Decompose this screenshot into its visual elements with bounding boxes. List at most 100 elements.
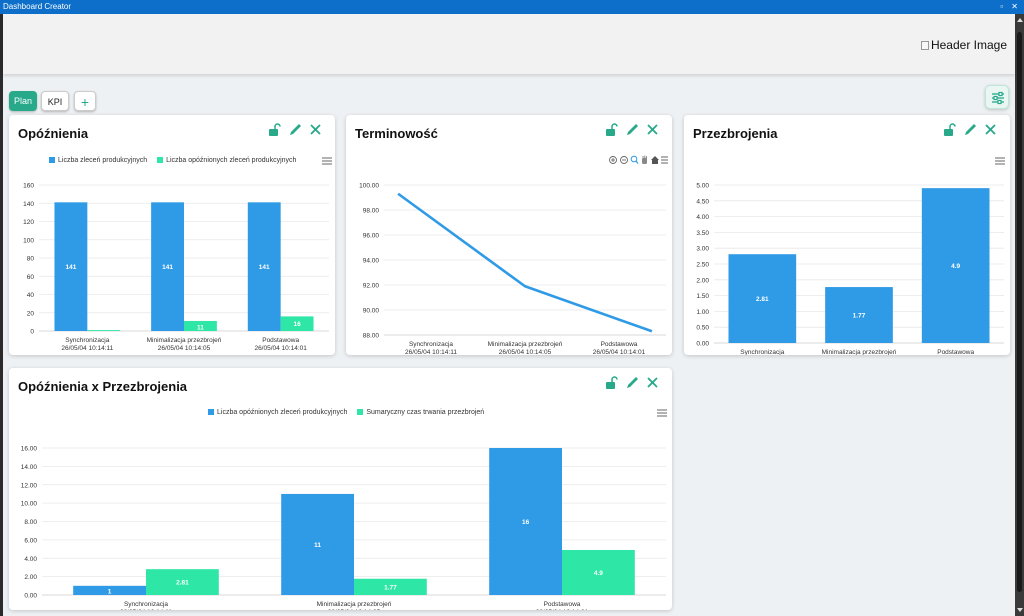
bar: [73, 585, 146, 595]
data-label: 1.77: [384, 584, 397, 591]
y-tick-label: 5.00: [696, 183, 709, 190]
bar: [921, 188, 990, 343]
y-tick-label: 6.00: [24, 537, 37, 544]
card-title: Terminowość: [355, 126, 438, 141]
window-titlebar: Dashboard Creator ▫ ✕: [0, 0, 1024, 14]
broken-image-icon: [920, 41, 929, 50]
legend-item[interactable]: Sumaryczny czas trwania przezbrojeń: [357, 409, 484, 416]
y-tick-label: 16.00: [21, 446, 38, 453]
data-label: 141: [259, 264, 270, 271]
x-tick-label: 26/05/04 10:14:01: [254, 345, 307, 352]
y-tick-label: 100: [23, 237, 34, 244]
y-tick-label: 100.00: [359, 183, 379, 190]
scrollbar-thumb[interactable]: [1017, 32, 1022, 592]
card-tools: [604, 376, 664, 390]
x-tick-label: Minimalizacja przezbrojeń: [317, 601, 392, 608]
vertical-scrollbar[interactable]: [1015, 14, 1024, 616]
y-tick-label: 1.50: [696, 293, 709, 300]
zoom-out-icon[interactable]: [620, 156, 628, 164]
y-tick-label: 1.00: [696, 309, 709, 316]
close-icon[interactable]: [647, 377, 658, 388]
legend-item[interactable]: Liczba opóźnionych zleceń produkcyjnych: [208, 409, 347, 416]
bar: [825, 287, 893, 343]
x-tick-label: 26/05/04 10:14:05: [499, 349, 552, 355]
card-delays: Opóźnienia Liczba zleceń produkcyjnych L…: [9, 115, 335, 355]
settings-sliders-button[interactable]: [985, 85, 1009, 109]
chart-timeliness: 88.00 90.00 92.00 94.00 96.00 98.00 100.00 Sync…: [359, 183, 666, 355]
zoom-in-icon[interactable]: [609, 156, 617, 164]
data-label: 2.81: [756, 296, 769, 303]
close-icon[interactable]: [647, 124, 658, 135]
y-tick-label: 14.00: [21, 464, 38, 471]
y-tick-label: 0.00: [696, 341, 709, 348]
unlock-icon[interactable]: [606, 376, 618, 389]
edit-pencil-icon[interactable]: [290, 124, 301, 135]
data-label: 11: [314, 542, 321, 549]
bar: [151, 202, 184, 331]
header-image-alt: Header Image: [930, 38, 1007, 52]
window-controls[interactable]: ▫ ✕: [1000, 2, 1021, 11]
y-tick-label: 4.00: [696, 214, 709, 221]
legend-item[interactable]: Liczba opóźnionych zleceń produkcyjnych: [157, 157, 296, 164]
unlock-icon[interactable]: [269, 123, 281, 136]
x-tick-label: 26/05/04 10:14:05: [158, 345, 211, 352]
y-tick-label: 20: [27, 310, 35, 317]
card-title: Przezbrojenia: [693, 126, 778, 141]
data-label: 1.77: [853, 313, 866, 320]
bar: [354, 578, 427, 595]
y-tick-label: 140: [23, 201, 34, 208]
x-tick-label: Podstawowa: [601, 341, 638, 348]
card-tools: [267, 123, 327, 137]
chart-menu-icon[interactable]: [995, 157, 1005, 165]
close-icon[interactable]: [310, 124, 321, 135]
y-tick-label: 98.00: [363, 208, 380, 215]
bar: [562, 549, 635, 595]
x-tick-label: 26/05/04 10:14:01: [593, 349, 646, 355]
x-tick-label: 26/05/04 10:14:11: [120, 609, 172, 610]
scroll-up-icon[interactable]: [1017, 18, 1023, 22]
y-tick-label: 92.00: [363, 283, 380, 290]
scroll-down-icon[interactable]: [1017, 608, 1023, 612]
data-label: 141: [65, 264, 76, 271]
y-tick-label: 2.00: [696, 277, 709, 284]
y-tick-label: 0.50: [696, 325, 709, 332]
card-title: Opóźnienia x Przezbrojenia: [18, 379, 188, 394]
chart-menu-icon[interactable]: [661, 156, 668, 164]
bar: [489, 448, 562, 595]
home-icon[interactable]: [651, 156, 659, 164]
y-tick-label: 96.00: [363, 233, 380, 240]
card-tools: [604, 123, 664, 137]
y-tick-label: 0.00: [24, 593, 37, 600]
tab-kpi[interactable]: KPI: [41, 91, 69, 111]
x-tick-label: 26/05/04 10:14:05: [328, 609, 381, 610]
unlock-icon[interactable]: [606, 123, 618, 136]
y-tick-label: 4.50: [696, 198, 709, 205]
y-tick-label: 120: [23, 219, 34, 226]
data-label: 4.9: [594, 570, 603, 577]
edit-pencil-icon[interactable]: [627, 377, 638, 388]
close-icon[interactable]: [985, 124, 996, 135]
edit-pencil-icon[interactable]: [627, 124, 638, 135]
y-tick-label: 8.00: [24, 519, 37, 526]
y-tick-label: 3.00: [696, 246, 709, 253]
bar: [281, 493, 354, 595]
x-tick-label: Minimalizacja przezbrojeń: [488, 341, 563, 348]
tab-plan[interactable]: Plan: [9, 91, 37, 111]
bar: [146, 569, 219, 595]
legend-item[interactable]: Liczba zleceń produkcyjnych: [49, 157, 147, 164]
chart-menu-icon[interactable]: [657, 409, 667, 417]
data-label: 11: [197, 325, 204, 332]
pan-hand-icon[interactable]: [642, 155, 647, 165]
chart-toolbar: [608, 155, 668, 167]
header-image: Header Image: [920, 38, 1007, 52]
edit-pencil-icon[interactable]: [965, 124, 976, 135]
data-label: 1: [108, 589, 112, 596]
add-tab-button[interactable]: +: [74, 91, 96, 111]
x-tick-label: 26/05/04 10:14:11: [405, 349, 457, 355]
chart-menu-icon[interactable]: [322, 157, 332, 165]
unlock-icon[interactable]: [944, 123, 956, 136]
x-tick-label: Minimalizacja przezbrojeń: [822, 349, 897, 355]
magnifier-icon[interactable]: [630, 155, 639, 164]
y-tick-label: 90.00: [363, 308, 380, 315]
data-label: 16: [522, 519, 530, 526]
